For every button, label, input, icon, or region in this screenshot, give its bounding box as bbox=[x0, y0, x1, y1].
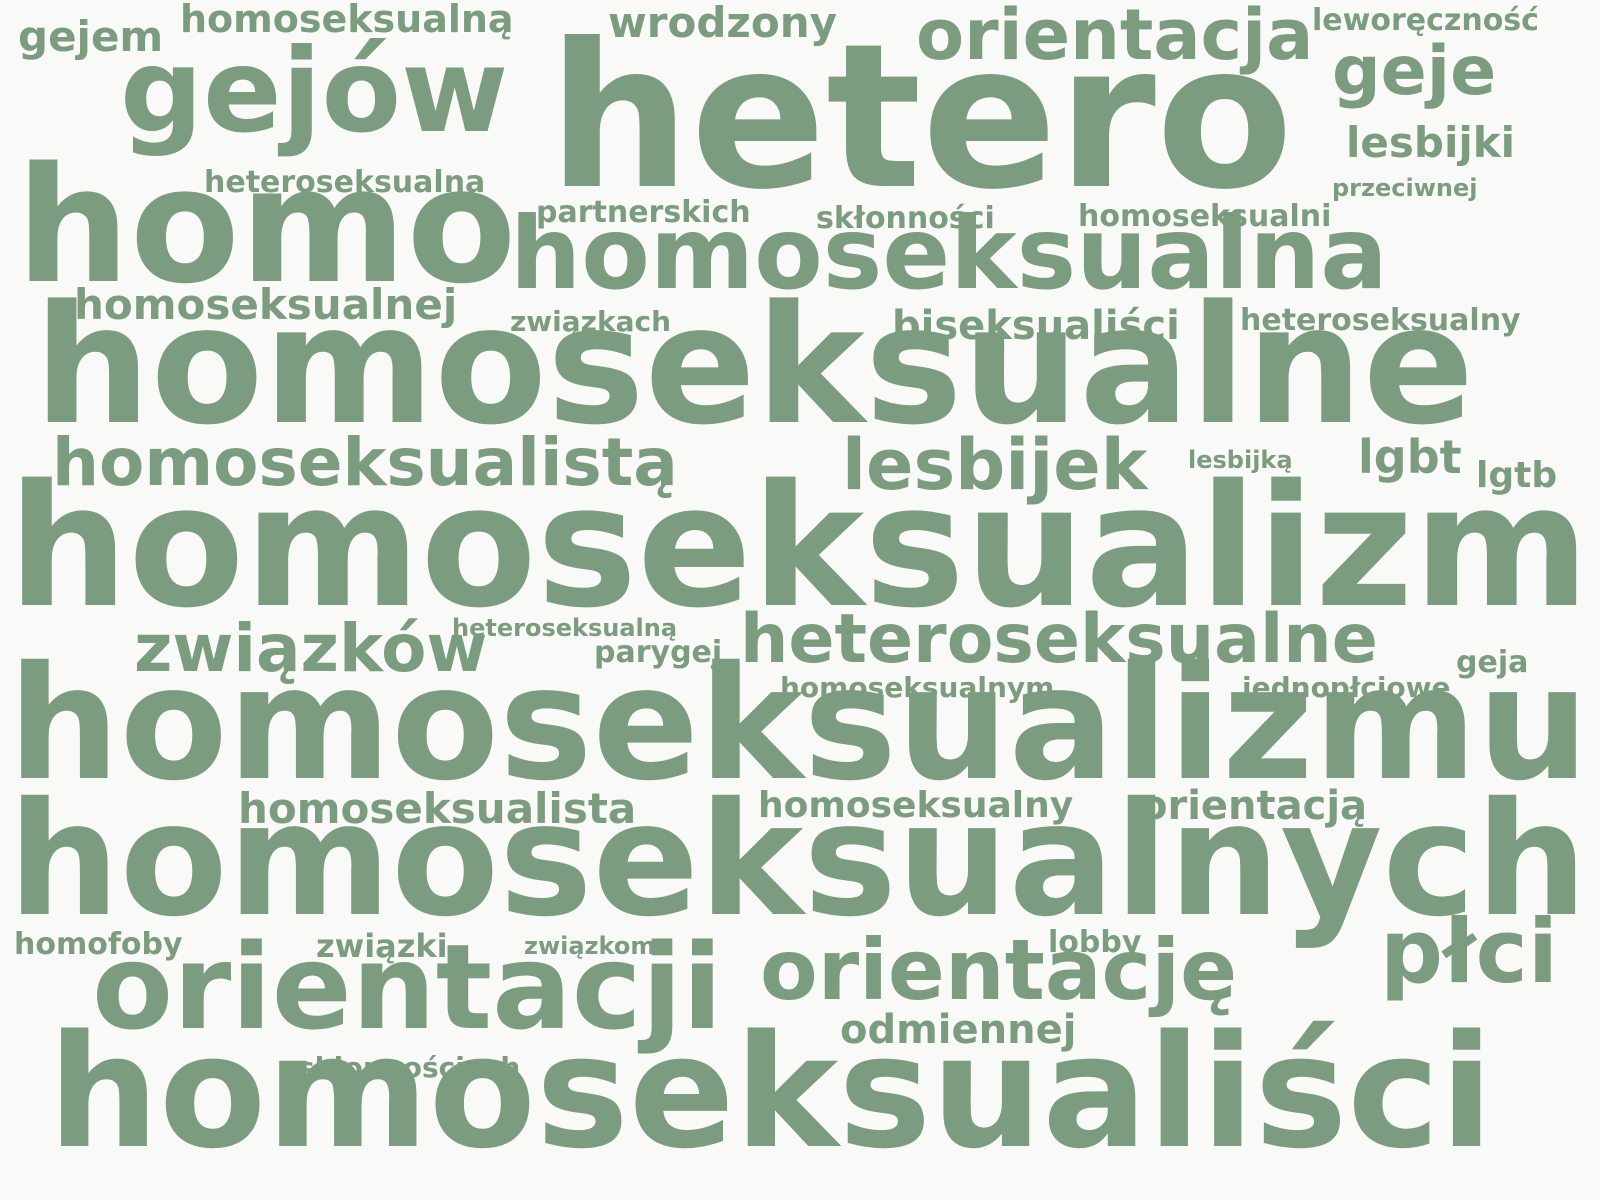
cloud-word: geja bbox=[1456, 645, 1529, 680]
cloud-word: homoseksualną bbox=[180, 0, 514, 41]
cloud-word: lesbijką bbox=[1188, 446, 1293, 474]
cloud-word: homoseksualnej bbox=[74, 280, 458, 329]
cloud-word: związki bbox=[316, 927, 448, 965]
cloud-word: orientacja bbox=[916, 0, 1314, 76]
cloud-word: homoseksualizm bbox=[8, 448, 1590, 645]
cloud-word: gejów bbox=[120, 24, 509, 159]
cloud-word: skłonnościach bbox=[298, 1051, 521, 1084]
cloud-word: przeciwnej bbox=[1332, 174, 1478, 202]
cloud-word: homoseksualiści bbox=[48, 1001, 1494, 1183]
cloud-word: partnerskich bbox=[536, 195, 751, 230]
cloud-word: związkach bbox=[510, 305, 671, 338]
cloud-word: heteroseksualny bbox=[1240, 303, 1521, 338]
cloud-word: homoseksualne bbox=[34, 270, 1475, 461]
cloud-word: gejem bbox=[18, 12, 164, 61]
cloud-word: heteroseksualne bbox=[740, 600, 1378, 679]
cloud-word: homoseksualistą bbox=[52, 424, 678, 501]
cloud-word: orientacji bbox=[92, 918, 723, 1056]
cloud-word: homoseksualni bbox=[1078, 199, 1332, 234]
cloud-word: lobby bbox=[1048, 925, 1142, 960]
cloud-word: lgtb bbox=[1476, 455, 1558, 496]
cloud-word: homo bbox=[16, 132, 517, 319]
cloud-word: związkom bbox=[524, 932, 656, 960]
cloud-word: hetero bbox=[548, 1, 1294, 234]
cloud-word: jednopłciowe bbox=[1242, 671, 1451, 704]
cloud-word: homoseksualnym bbox=[780, 671, 1055, 704]
cloud-word: geje bbox=[1332, 32, 1497, 111]
cloud-word: orientację bbox=[760, 921, 1238, 1019]
cloud-word: homofoby bbox=[14, 927, 183, 962]
cloud-word: płci bbox=[1380, 900, 1558, 1003]
cloud-word: homoseksualista bbox=[238, 784, 637, 833]
cloud-word: lesbijek bbox=[842, 424, 1148, 506]
cloud-word: homoseksualny bbox=[758, 785, 1074, 826]
cloud-word: biseksualiści bbox=[892, 303, 1180, 349]
cloud-word: związków bbox=[134, 610, 488, 687]
cloud-word: lgbt bbox=[1358, 430, 1462, 484]
cloud-word: leworęczność bbox=[1312, 3, 1539, 38]
cloud-word: heteroseksualną bbox=[452, 614, 678, 642]
cloud-word: orientacją bbox=[1140, 783, 1368, 829]
cloud-word: lesbijki bbox=[1346, 118, 1516, 167]
cloud-word: parygej bbox=[594, 635, 723, 670]
cloud-word: skłonności bbox=[816, 201, 995, 236]
cloud-word: wrodzony bbox=[608, 0, 838, 47]
cloud-word: odmiennej bbox=[840, 1007, 1077, 1053]
cloud-word: homoseksualizmu bbox=[8, 633, 1589, 816]
cloud-word: heteroseksualna bbox=[204, 165, 486, 200]
cloud-word: homoseksualnych bbox=[8, 769, 1588, 952]
cloud-word: homoseksualna bbox=[510, 195, 1388, 312]
